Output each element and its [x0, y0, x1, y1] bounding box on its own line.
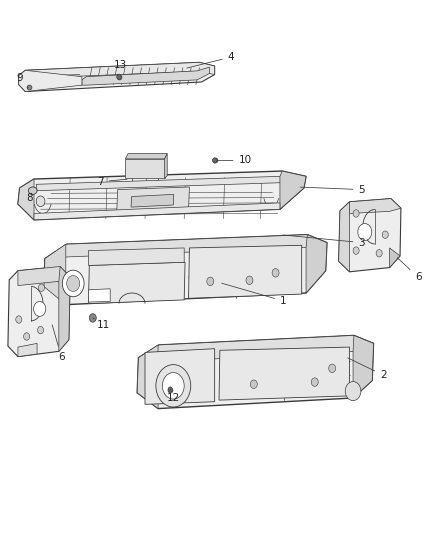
Polygon shape — [280, 171, 306, 209]
Circle shape — [16, 316, 22, 323]
Polygon shape — [44, 244, 66, 305]
Text: 5: 5 — [300, 184, 365, 195]
Polygon shape — [145, 349, 215, 405]
Polygon shape — [350, 199, 401, 214]
Circle shape — [67, 276, 80, 292]
Polygon shape — [19, 62, 215, 92]
Polygon shape — [131, 195, 174, 207]
Polygon shape — [137, 335, 374, 409]
Circle shape — [382, 231, 389, 238]
Polygon shape — [18, 343, 37, 357]
Polygon shape — [88, 289, 110, 302]
Polygon shape — [138, 335, 374, 367]
Polygon shape — [18, 171, 306, 220]
Circle shape — [345, 382, 361, 401]
Circle shape — [89, 314, 96, 322]
Polygon shape — [165, 154, 167, 178]
Text: 1: 1 — [222, 283, 286, 306]
Text: 10: 10 — [217, 156, 252, 165]
Polygon shape — [19, 62, 215, 82]
Circle shape — [328, 364, 336, 373]
Polygon shape — [188, 245, 302, 298]
Polygon shape — [353, 335, 374, 398]
Circle shape — [212, 158, 217, 163]
Polygon shape — [339, 199, 401, 272]
Circle shape — [39, 284, 45, 292]
Polygon shape — [117, 187, 189, 214]
Polygon shape — [339, 202, 350, 272]
Polygon shape — [88, 262, 185, 304]
Text: 11: 11 — [93, 318, 110, 330]
Circle shape — [168, 387, 173, 392]
Polygon shape — [18, 266, 70, 286]
Polygon shape — [44, 235, 327, 305]
Circle shape — [36, 196, 45, 207]
Polygon shape — [82, 67, 209, 85]
Text: 12: 12 — [167, 390, 180, 403]
Polygon shape — [219, 347, 350, 400]
Circle shape — [62, 270, 84, 297]
Circle shape — [156, 365, 191, 407]
Polygon shape — [125, 154, 167, 159]
Text: 8: 8 — [27, 192, 33, 203]
Polygon shape — [125, 159, 165, 178]
Circle shape — [24, 333, 30, 340]
Circle shape — [38, 326, 44, 334]
Circle shape — [311, 378, 318, 386]
Text: 4: 4 — [187, 52, 234, 68]
Polygon shape — [18, 179, 34, 220]
Polygon shape — [36, 176, 301, 191]
Polygon shape — [8, 266, 70, 357]
Ellipse shape — [28, 187, 37, 195]
Circle shape — [117, 74, 121, 79]
Circle shape — [353, 210, 359, 217]
Text: 6: 6 — [397, 258, 421, 282]
Polygon shape — [137, 345, 158, 409]
Text: 13: 13 — [114, 60, 127, 76]
Circle shape — [272, 269, 279, 277]
Polygon shape — [390, 248, 400, 268]
Polygon shape — [59, 266, 70, 351]
Polygon shape — [34, 203, 280, 220]
Text: 9: 9 — [17, 73, 28, 88]
Text: 6: 6 — [52, 325, 64, 361]
Circle shape — [251, 380, 257, 389]
Text: 2: 2 — [348, 358, 387, 380]
Polygon shape — [306, 235, 327, 293]
Circle shape — [162, 373, 184, 399]
Circle shape — [376, 249, 382, 257]
Circle shape — [353, 247, 359, 254]
Text: 3: 3 — [283, 235, 365, 248]
Polygon shape — [19, 70, 82, 92]
Circle shape — [207, 277, 214, 286]
Circle shape — [34, 302, 46, 317]
Circle shape — [246, 276, 253, 285]
Circle shape — [358, 223, 372, 240]
Text: 7: 7 — [97, 176, 127, 187]
Polygon shape — [88, 248, 184, 265]
Polygon shape — [45, 235, 327, 262]
